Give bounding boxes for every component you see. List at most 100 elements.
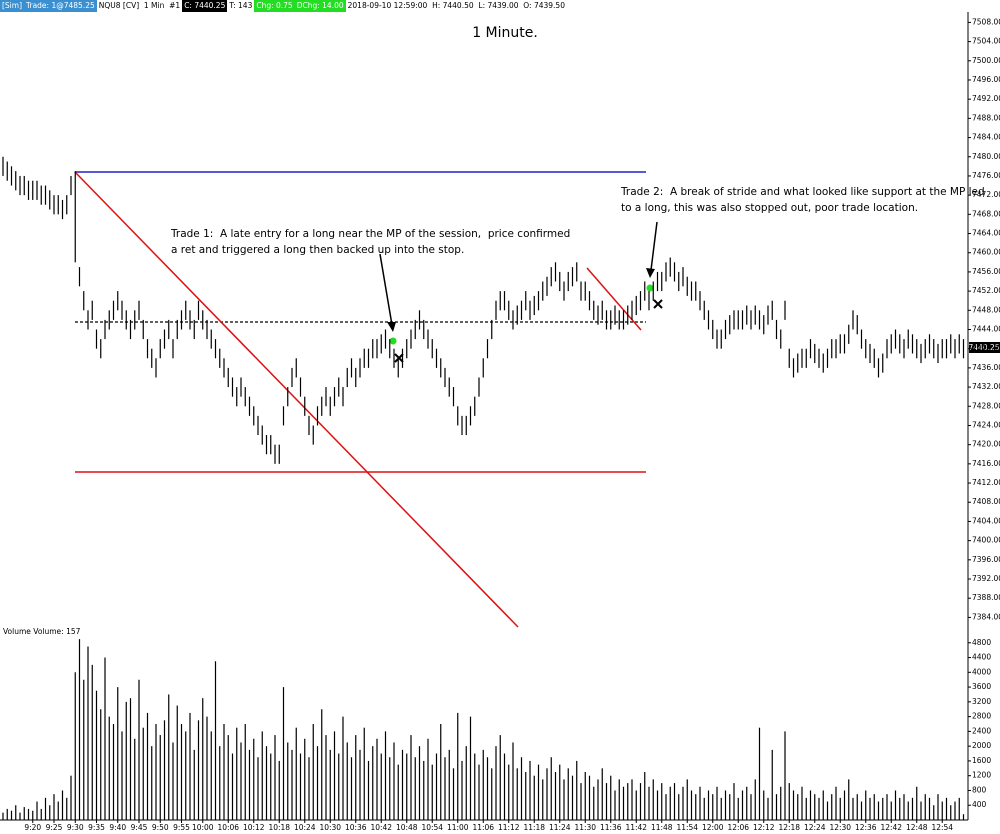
time-tick-label: 11:30 (574, 823, 596, 832)
time-tick-label: 11:00 (447, 823, 469, 832)
change-info: Chg: 0.75 (254, 0, 295, 12)
time-tick-label: 12:06 (727, 823, 749, 832)
arrow-head (646, 268, 655, 278)
volume-tick-label: 2400 (972, 726, 991, 735)
close-info: C: 7440.25 (182, 0, 228, 12)
annotation: Trade 2: A break of stride and what look… (621, 184, 985, 216)
time-tick-label: 10:42 (370, 823, 392, 832)
instrument: NQU8 [CV] 1 Min #1 (98, 1, 181, 10)
price-tick-label: 7500.00 (972, 56, 1000, 65)
price-tick-label: 7468.00 (972, 209, 1000, 218)
time-tick-label: 11:18 (523, 823, 545, 832)
volume-tick-label: 3200 (972, 697, 991, 706)
price-tick-label: 7504.00 (972, 37, 1000, 46)
price-tick-label: 7404.00 (972, 516, 1000, 525)
time-tick-label: 9:35 (88, 823, 105, 832)
time-tick-label: 10:48 (396, 823, 418, 832)
price-tick-label: 7408.00 (972, 497, 1000, 506)
time-tick-label: 9:25 (46, 823, 63, 832)
annotation-line: to a long, this was also stopped out, po… (621, 202, 919, 214)
time-tick-label: 11:06 (472, 823, 494, 832)
time-tick-label: 9:30 (67, 823, 84, 832)
volume-tick-label: 800 (972, 785, 987, 794)
volume-tick-label: 4800 (972, 638, 991, 647)
price-tick-label: 7508.00 (972, 17, 1000, 26)
price-tick-label: 7452.00 (972, 286, 1000, 295)
price-tick-label: 7420.00 (972, 440, 1000, 449)
arrow (379, 253, 393, 326)
volume-tick-label: 400 (972, 800, 987, 809)
annotation-line: Trade 1: A late entry for a long near th… (171, 228, 571, 240)
price-tick-label: 7476.00 (972, 171, 1000, 180)
trend-line-short (586, 267, 642, 331)
time-tick-label: 10:12 (243, 823, 265, 832)
time-tick-label: 12:00 (702, 823, 724, 832)
volume-tick-label: 1600 (972, 756, 991, 765)
volume-tick-label: 4400 (972, 653, 991, 662)
time-tick-label: 12:24 (804, 823, 826, 832)
time-tick-label: 10:36 (345, 823, 367, 832)
volume-tick-label: 4000 (972, 667, 991, 676)
price-tick-label: 7444.00 (972, 324, 1000, 333)
price-tick-label: 7384.00 (972, 612, 1000, 621)
time-tick-label: 9:40 (109, 823, 126, 832)
price-tick-label: 7488.00 (972, 113, 1000, 122)
entry-dot (646, 284, 654, 292)
price-tick-label: 7432.00 (972, 382, 1000, 391)
price-tick-label: 7392.00 (972, 574, 1000, 583)
arrow-head (387, 322, 396, 332)
ohlc-info: 2018-09-10 12:59:00 H: 7440.50 L: 7439.0… (347, 1, 565, 10)
time-tick-label: 10:06 (217, 823, 239, 832)
price-tick-label: 7416.00 (972, 459, 1000, 468)
price-tick-label: 7388.00 (972, 593, 1000, 602)
chart-title: 1 Minute. (472, 25, 538, 41)
volume-title: Volume Volume: 157 (3, 627, 81, 636)
time-tick-label: 9:50 (152, 823, 169, 832)
time-tick-label: 11:48 (651, 823, 673, 832)
time-tick-label: 11:24 (549, 823, 571, 832)
volume-tick-label: 2000 (972, 741, 991, 750)
status-bar: [Sim] Trade: 1@7485.25 NQU8 [CV] 1 Min #… (0, 0, 567, 12)
annotation-line: Trade 2: A break of stride and what look… (621, 186, 985, 198)
volume-tick-label: 3600 (972, 682, 991, 691)
time-tick-label: 10:00 (192, 823, 214, 832)
time-tick-label: 11:36 (600, 823, 622, 832)
price-tick-label: 7448.00 (972, 305, 1000, 314)
daily-change-info: DChg: 14.00 (294, 0, 346, 12)
last-price-label: 7440.25 (968, 343, 999, 352)
trend-line (74, 171, 519, 628)
price-tick-label: 7480.00 (972, 152, 1000, 161)
price-tick-label: 7464.00 (972, 229, 1000, 238)
time-tick-label: 9:20 (24, 823, 41, 832)
time-tick-label: 10:54 (421, 823, 443, 832)
price-tick-label: 7440.00 (972, 344, 1000, 353)
trade-info: Trade: 1@7485.25 (24, 0, 97, 12)
price-tick-label: 7492.00 (972, 94, 1000, 103)
time-tick-label: 9:55 (173, 823, 190, 832)
volume-tick-label: 1200 (972, 771, 991, 780)
price-tick-label: 7424.00 (972, 420, 1000, 429)
time-tick-label: 12:48 (906, 823, 928, 832)
time-tick-label: 10:24 (294, 823, 316, 832)
sim-tag: [Sim] (0, 0, 25, 12)
price-tick-label: 7472.00 (972, 190, 1000, 199)
time-tick-label: 9:45 (131, 823, 148, 832)
time-tick-label: 12:30 (829, 823, 851, 832)
price-tick-label: 7428.00 (972, 401, 1000, 410)
time-tick-label: 10:30 (319, 823, 341, 832)
time-tick-label: 11:54 (676, 823, 698, 832)
time-tick-label: 11:42 (625, 823, 647, 832)
volume-tick-label: 2800 (972, 712, 991, 721)
time-tick-label: 12:36 (855, 823, 877, 832)
time-tick-label: 12:18 (778, 823, 800, 832)
time-tick-label: 10:18 (268, 823, 290, 832)
price-tick-label: 7412.00 (972, 478, 1000, 487)
time-tick-label: 12:54 (931, 823, 953, 832)
arrow (650, 221, 658, 271)
time-tick-label: 11:12 (498, 823, 520, 832)
price-tick-label: 7396.00 (972, 555, 1000, 564)
stop-mark (653, 299, 663, 309)
annotation: Trade 1: A late entry for a long near th… (171, 226, 570, 258)
